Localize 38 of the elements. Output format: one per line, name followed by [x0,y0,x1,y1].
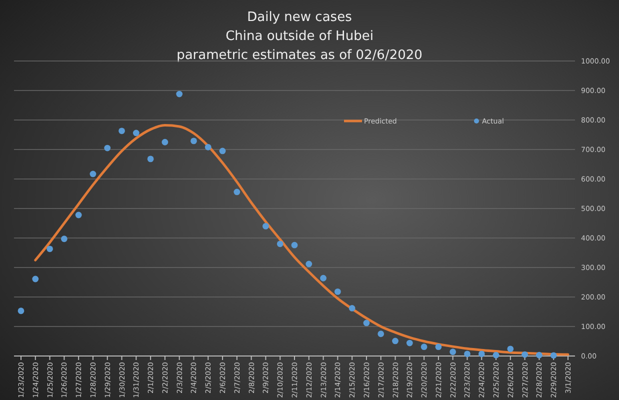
point [363,320,370,326]
point [204,144,212,150]
point [18,308,24,314]
point [378,330,384,338]
point [147,156,154,162]
point [406,340,413,346]
point [162,138,168,146]
point [306,260,312,268]
point [32,276,39,282]
point [507,346,514,352]
point [550,352,557,359]
point [348,305,356,312]
point [262,223,269,230]
point [392,338,398,344]
point [450,348,456,356]
point [46,246,53,252]
point [176,90,183,98]
point [435,344,442,350]
point [118,128,125,134]
point [104,144,111,152]
point [492,352,500,358]
point [219,148,226,154]
point [60,236,68,242]
point [478,350,485,358]
point [132,130,140,136]
point [190,138,197,144]
point [234,188,240,196]
point [536,352,542,358]
point [420,344,428,350]
point [276,240,284,248]
point [291,242,298,248]
point [320,274,326,282]
point [522,351,528,358]
point [90,170,96,178]
chart-title: Daily new cases China outside of Hubei parametric estimates as of 02/6/2020 [176,10,422,63]
point [75,212,82,218]
point [334,288,341,295]
point [464,350,470,358]
